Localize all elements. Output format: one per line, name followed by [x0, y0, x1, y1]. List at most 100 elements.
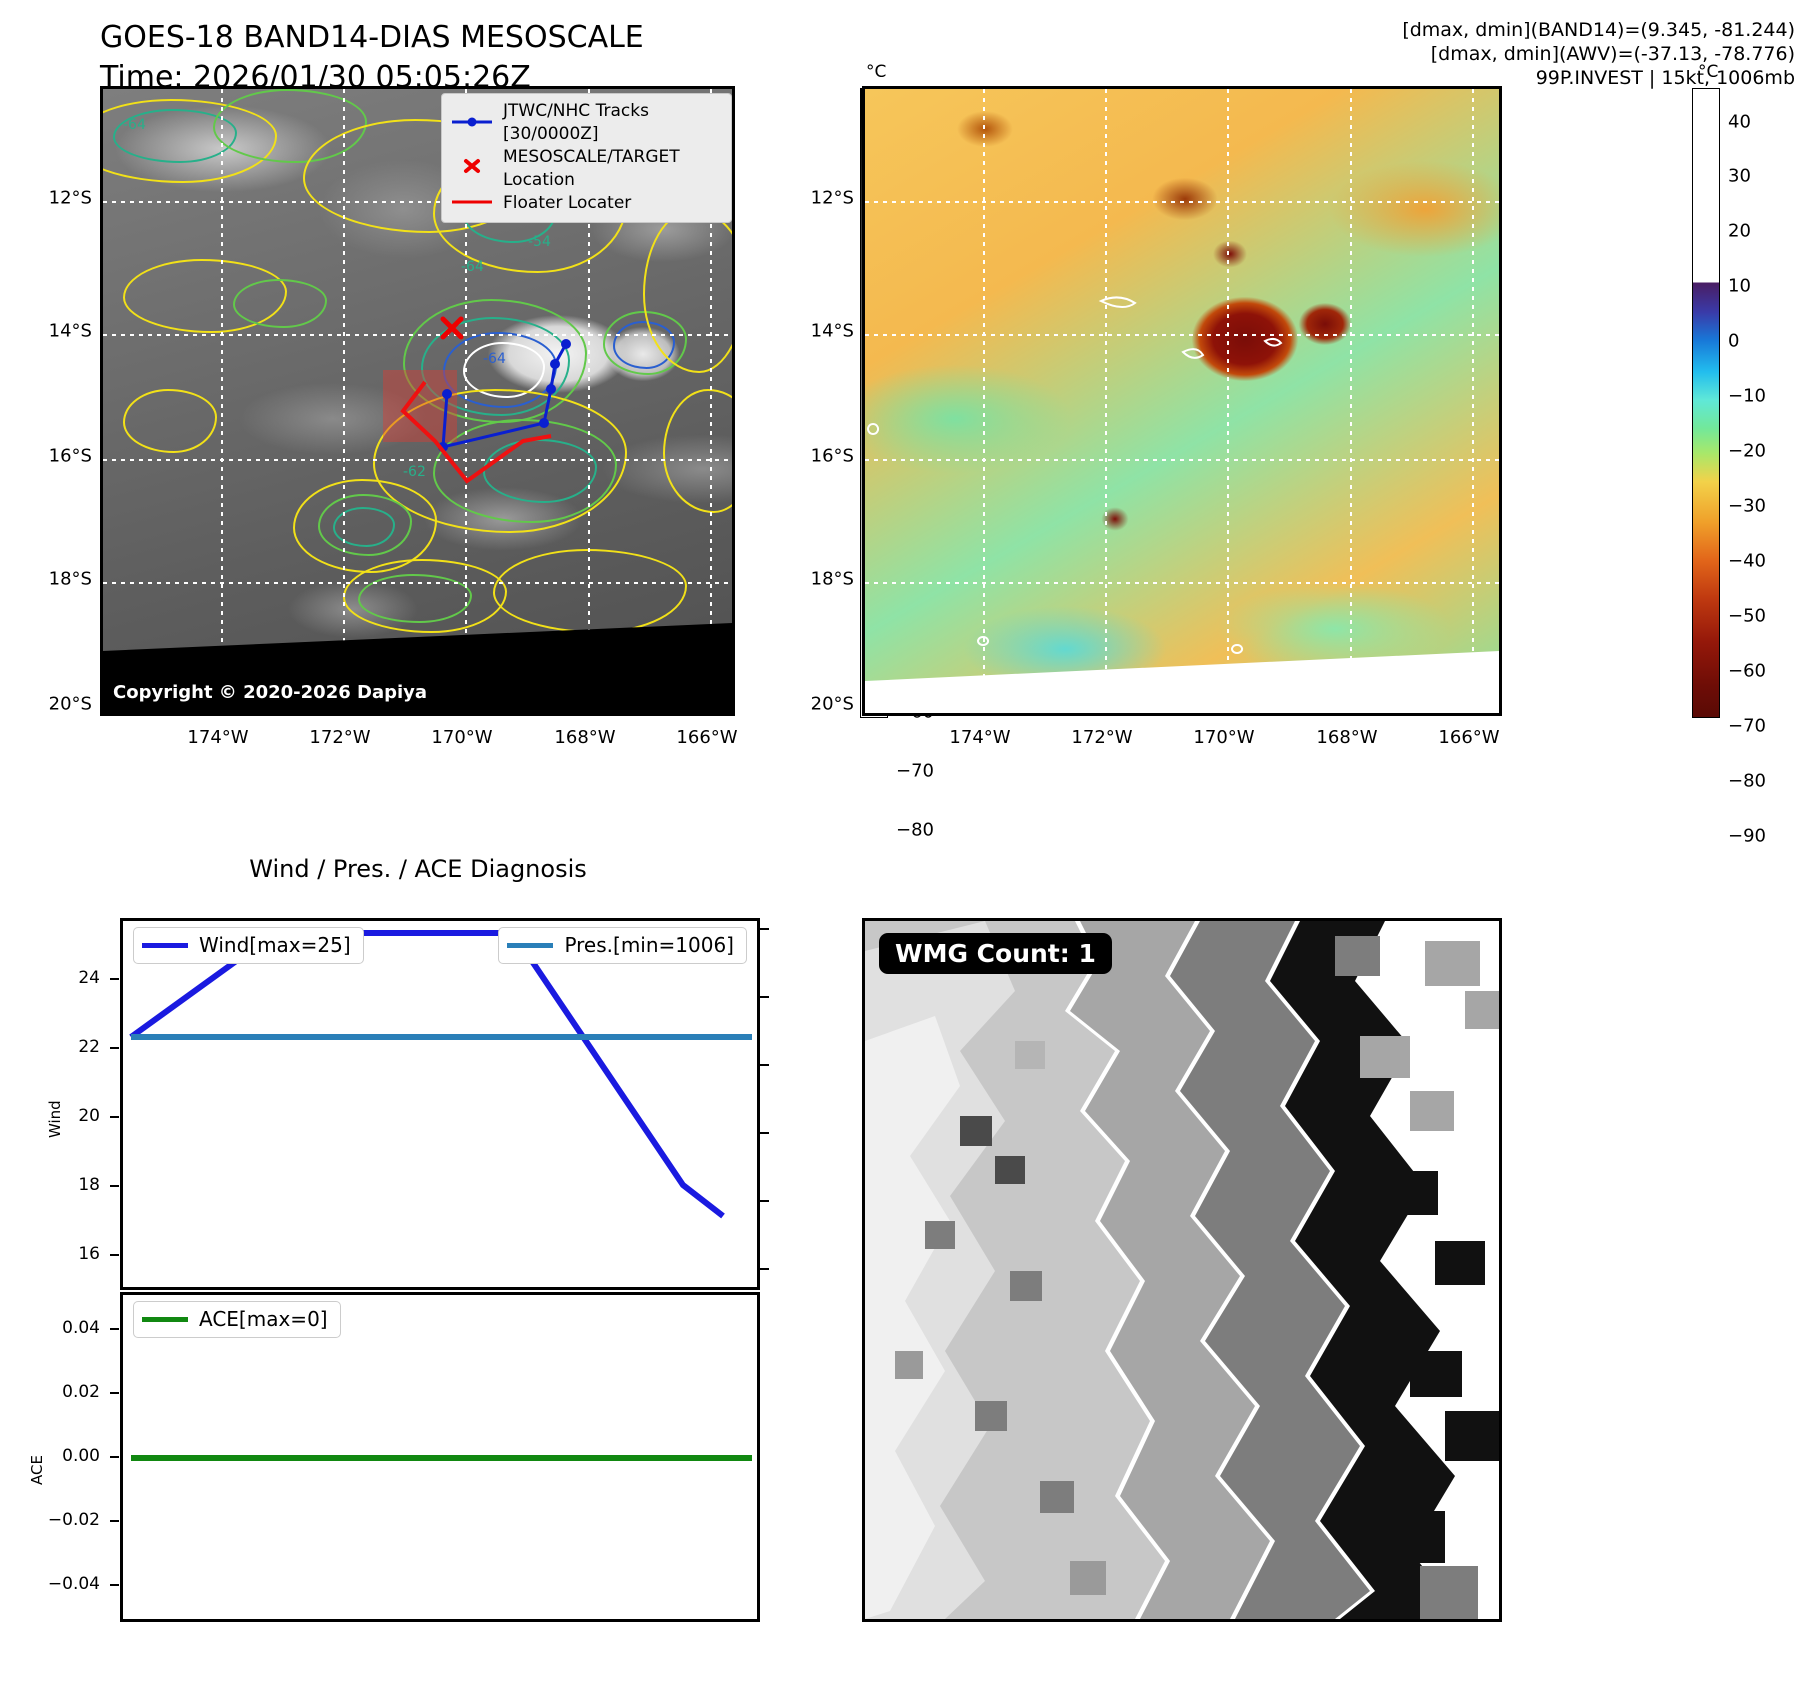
floater-locater-line — [400, 380, 552, 484]
diagnosis-title: Wind / Pres. / ACE Diagnosis — [249, 855, 587, 883]
awv-cb-tick: −40 — [1728, 550, 1766, 572]
ir-satellite-map[interactable]: -64 -54 -64 -64 -62 Copyright © 2020-202… — [100, 86, 735, 716]
awv-lat-tick: 18°S — [810, 568, 854, 590]
graticule-lat — [865, 582, 1499, 584]
wind-pressure-chart[interactable]: Wind[max=25] Pres.[min=1006] — [120, 918, 760, 1290]
ir-lon-tick: 168°W — [554, 727, 616, 748]
contour-label: -64 — [123, 117, 146, 133]
ace-legend-label: ACE[max=0] — [199, 1307, 328, 1331]
ir-colorbar-units: °C — [866, 62, 887, 82]
stats-awv: [dmax, dmin](AWV)=(-37.13, -78.776) — [1430, 43, 1795, 65]
awv-lat-tick: 20°S — [810, 693, 854, 715]
ir-lon-tick: 170°W — [431, 727, 493, 748]
ir-cb-tick: −80 — [896, 819, 934, 841]
awv-lon-tick: 168°W — [1316, 727, 1378, 748]
awv-coastline-outlines — [867, 296, 1283, 654]
graticule-lat — [865, 334, 1499, 336]
awv-cb-tick: 40 — [1728, 111, 1751, 133]
ace-ytick: 0.02 — [62, 1382, 100, 1402]
awv-cb-tick: −60 — [1728, 660, 1766, 682]
graticule-lon — [465, 89, 467, 713]
wind-legend: Wind[max=25] — [133, 927, 364, 964]
awv-lat-tick: 12°S — [810, 187, 854, 209]
wmg-cloud-cluster-map[interactable]: WMG Count: 1 — [862, 918, 1502, 1622]
ir-lat-tick: 16°S — [48, 445, 92, 467]
contour-yellow — [373, 389, 627, 533]
awv-colorbar — [1692, 88, 1720, 718]
awv-cb-tick: 10 — [1728, 275, 1751, 297]
pres-line-swatch — [507, 942, 554, 948]
graticule-lon — [710, 89, 712, 713]
wind-legend-label: Wind[max=25] — [199, 933, 351, 957]
awv-cb-tick: −70 — [1728, 715, 1766, 737]
ace-ytick: 0.00 — [62, 1446, 100, 1466]
graticule-lon — [983, 89, 985, 713]
legend-row-tracks: JTWC/NHC Tracks [30/0000Z] — [450, 100, 721, 146]
wind-ytick: 24 — [78, 968, 100, 988]
ir-lat-tick: 18°S — [48, 568, 92, 590]
wmg-count-badge: WMG Count: 1 — [879, 933, 1112, 974]
wind-ytick: 16 — [78, 1244, 100, 1264]
graticule-lon — [1472, 89, 1474, 713]
graticule-lat — [103, 201, 732, 203]
ir-cb-tick: −70 — [896, 760, 934, 782]
graticule-lon — [343, 89, 345, 713]
legend-row-target: MESOSCALE/TARGET Location — [450, 146, 721, 192]
ir-lat-tick: 14°S — [48, 320, 92, 342]
graticule-lon — [588, 89, 590, 713]
awv-lon-tick: 174°W — [949, 727, 1011, 748]
awv-cb-tick: −10 — [1728, 385, 1766, 407]
awv-lat-tick: 14°S — [810, 320, 854, 342]
mesoscale-target-marker — [440, 316, 464, 340]
contour-label: -54 — [528, 234, 551, 250]
wind-pressure-series — [129, 930, 752, 1219]
wind-ytick: 20 — [78, 1106, 100, 1126]
awv-cb-tick: 20 — [1728, 220, 1751, 242]
stats-storm: 99P.INVEST | 15kt, 1006mb — [1535, 67, 1795, 89]
contour-label: -64 — [483, 351, 506, 367]
contour-teal — [333, 507, 395, 547]
awv-cb-tick: −20 — [1728, 440, 1766, 462]
legend-row-floater: Floater Locater — [450, 192, 721, 215]
jtwc-nhc-track — [438, 339, 571, 452]
graticule-lat — [865, 201, 1499, 203]
wind-line-swatch — [142, 942, 188, 948]
wmg-imagery — [865, 921, 1499, 1619]
contour-green — [318, 494, 412, 556]
title-line-1: GOES-18 BAND14-DIAS MESOSCALE — [100, 20, 644, 55]
ir-lat-tick: 12°S — [48, 187, 92, 209]
graticule-lat — [103, 582, 732, 584]
awv-satellite-map[interactable] — [862, 86, 1502, 716]
contour-green — [358, 574, 472, 623]
ace-ytick: −0.04 — [47, 1574, 100, 1594]
ir-lon-tick: 174°W — [187, 727, 249, 748]
x-marker-icon — [450, 158, 494, 181]
graticule-lat — [103, 334, 732, 336]
contour-green — [433, 419, 617, 523]
awv-cb-tick: 30 — [1728, 165, 1751, 187]
ace-legend: ACE[max=0] — [133, 1301, 341, 1338]
ace-line-swatch — [142, 1316, 188, 1322]
awv-lon-tick: 170°W — [1193, 727, 1255, 748]
legend-label-target: MESOSCALE/TARGET Location — [503, 147, 680, 190]
ace-ytick: 0.04 — [62, 1318, 100, 1338]
ir-map-legend: JTWC/NHC Tracks [30/0000Z] MESOSCALE/TAR… — [441, 93, 732, 223]
awv-cb-tick: 0 — [1728, 330, 1740, 352]
ace-chart[interactable]: ACE[max=0] — [120, 1292, 760, 1622]
contour-green — [233, 279, 327, 328]
awv-cb-tick: −50 — [1728, 605, 1766, 627]
awv-imagery — [865, 89, 1499, 713]
wind-ytick: 22 — [78, 1037, 100, 1057]
contour-label: -62 — [403, 464, 426, 480]
contour-yellow — [123, 389, 217, 453]
awv-colorbar-units: °C — [1698, 62, 1719, 82]
header-stats: [dmax, dmin](BAND14)=(9.345, -81.244) [d… — [1402, 18, 1795, 90]
legend-label-floater: Floater Locater — [503, 193, 632, 213]
awv-lon-tick: 166°W — [1438, 727, 1500, 748]
graticule-lon — [221, 89, 223, 713]
legend-label-tracks: JTWC/NHC Tracks [30/0000Z] — [503, 101, 649, 144]
graticule-lon — [1350, 89, 1352, 713]
ace-ytick: −0.02 — [47, 1510, 100, 1530]
pres-legend-label: Pres.[min=1006] — [564, 933, 734, 957]
graticule-lon — [1227, 89, 1229, 713]
